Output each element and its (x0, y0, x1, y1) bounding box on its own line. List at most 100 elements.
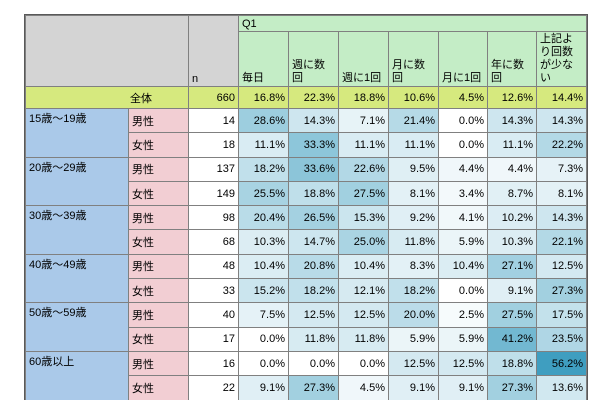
gender-cell[interactable]: 男性 (128, 107, 189, 134)
value-cell[interactable]: 27.5% (338, 180, 389, 207)
gender-cell[interactable]: 男性 (128, 156, 189, 182)
value-cell[interactable]: 10.4% (438, 253, 488, 280)
gender-cell[interactable]: 男性 (128, 205, 189, 231)
age-group-cell[interactable]: 15歳〜19歳 (25, 108, 129, 158)
value-cell[interactable]: 33.3% (288, 132, 339, 158)
value-cell[interactable]: 27.3% (288, 375, 339, 400)
n-cell[interactable]: 22 (188, 375, 239, 400)
value-cell[interactable]: 27.1% (487, 253, 537, 280)
value-cell[interactable]: 12.5% (388, 350, 439, 377)
value-cell[interactable]: 8.7% (487, 180, 537, 207)
value-cell[interactable]: 23.5% (535, 326, 588, 352)
total-value-cell[interactable]: 10.6% (388, 86, 439, 109)
value-cell[interactable]: 27.3% (487, 375, 537, 400)
value-cell[interactable]: 7.1% (338, 107, 389, 134)
value-cell[interactable]: 22.6% (338, 156, 389, 182)
n-cell[interactable]: 17 (188, 326, 239, 352)
value-cell[interactable]: 9.1% (438, 375, 488, 400)
value-cell[interactable]: 5.9% (438, 326, 488, 352)
question-label[interactable]: Q1 (237, 15, 588, 32)
col-header-once-per-month[interactable]: 月に1回 (438, 31, 488, 87)
corner-cell[interactable] (25, 15, 189, 87)
value-cell[interactable]: 14.3% (288, 107, 339, 134)
total-value-cell[interactable]: 16.8% (238, 86, 289, 109)
value-cell[interactable]: 14.3% (487, 107, 537, 134)
n-cell[interactable]: 40 (188, 302, 239, 328)
value-cell[interactable]: 11.8% (338, 326, 389, 352)
gender-cell[interactable]: 女性 (128, 278, 189, 304)
col-header-few-per-week[interactable]: 週に数回 (288, 31, 339, 87)
n-cell[interactable]: 48 (188, 253, 239, 280)
value-cell[interactable]: 12.5% (535, 253, 588, 280)
value-cell[interactable]: 27.3% (535, 278, 588, 304)
gender-cell[interactable]: 女性 (128, 229, 189, 255)
n-cell[interactable]: 149 (188, 180, 239, 207)
value-cell[interactable]: 28.6% (238, 107, 289, 134)
value-cell[interactable]: 25.5% (238, 180, 289, 207)
n-cell[interactable]: 18 (188, 132, 239, 158)
age-group-cell[interactable]: 40歳〜49歳 (25, 253, 129, 304)
n-cell[interactable]: 14 (188, 107, 239, 134)
value-cell[interactable]: 0.0% (438, 107, 488, 134)
value-cell[interactable]: 25.0% (338, 229, 389, 255)
n-cell[interactable]: 98 (188, 205, 239, 231)
value-cell[interactable]: 11.1% (338, 132, 389, 158)
value-cell[interactable]: 17.5% (535, 302, 588, 328)
value-cell[interactable]: 8.1% (535, 180, 588, 207)
value-cell[interactable]: 0.0% (338, 350, 389, 377)
value-cell[interactable]: 14.7% (288, 229, 339, 255)
value-cell[interactable]: 8.3% (388, 253, 439, 280)
value-cell[interactable]: 0.0% (438, 132, 488, 158)
value-cell[interactable]: 56.2% (535, 350, 588, 377)
col-header-once-per-week[interactable]: 週に1回 (338, 31, 389, 87)
value-cell[interactable]: 14.3% (535, 205, 588, 231)
col-header-everyday[interactable]: 毎日 (238, 31, 289, 87)
gender-cell[interactable]: 女性 (128, 180, 189, 207)
value-cell[interactable]: 21.4% (388, 107, 439, 134)
value-cell[interactable]: 0.0% (238, 326, 289, 352)
n-cell[interactable]: 33 (188, 278, 239, 304)
total-value-cell[interactable]: 14.4% (535, 86, 588, 109)
value-cell[interactable]: 22.2% (535, 132, 588, 158)
value-cell[interactable]: 2.5% (438, 302, 488, 328)
total-value-cell[interactable]: 22.3% (288, 86, 339, 109)
gender-cell[interactable]: 男性 (128, 253, 189, 280)
value-cell[interactable]: 9.2% (388, 205, 439, 231)
age-group-cell[interactable]: 30歳〜39歳 (25, 205, 129, 255)
value-cell[interactable]: 10.4% (338, 253, 389, 280)
total-label-cell[interactable]: 全体 (25, 86, 189, 109)
value-cell[interactable]: 18.8% (487, 350, 537, 377)
value-cell[interactable]: 9.1% (238, 375, 289, 400)
gender-cell[interactable]: 女性 (128, 326, 189, 352)
gender-cell[interactable]: 女性 (128, 375, 189, 400)
total-value-cell[interactable]: 12.6% (487, 86, 537, 109)
value-cell[interactable]: 26.5% (288, 205, 339, 231)
value-cell[interactable]: 11.1% (487, 132, 537, 158)
value-cell[interactable]: 20.0% (388, 302, 439, 328)
value-cell[interactable]: 10.2% (487, 205, 537, 231)
value-cell[interactable]: 12.5% (438, 350, 488, 377)
value-cell[interactable]: 10.3% (238, 229, 289, 255)
value-cell[interactable]: 12.5% (288, 302, 339, 328)
n-cell[interactable]: 68 (188, 229, 239, 255)
value-cell[interactable]: 11.8% (388, 229, 439, 255)
total-value-cell[interactable]: 4.5% (438, 86, 488, 109)
value-cell[interactable]: 0.0% (438, 278, 488, 304)
value-cell[interactable]: 5.9% (388, 326, 439, 352)
value-cell[interactable]: 20.8% (288, 253, 339, 280)
value-cell[interactable]: 18.2% (238, 156, 289, 182)
value-cell[interactable]: 27.5% (487, 302, 537, 328)
value-cell[interactable]: 4.1% (438, 205, 488, 231)
value-cell[interactable]: 4.4% (438, 156, 488, 182)
value-cell[interactable]: 18.2% (288, 278, 339, 304)
value-cell[interactable]: 11.1% (238, 132, 289, 158)
value-cell[interactable]: 14.3% (535, 107, 588, 134)
value-cell[interactable]: 10.4% (238, 253, 289, 280)
n-cell[interactable]: 137 (188, 156, 239, 182)
value-cell[interactable]: 33.6% (288, 156, 339, 182)
value-cell[interactable]: 7.5% (238, 302, 289, 328)
col-header-few-per-year[interactable]: 年に数回 (487, 31, 537, 87)
value-cell[interactable]: 22.1% (535, 229, 588, 255)
value-cell[interactable]: 9.1% (487, 278, 537, 304)
value-cell[interactable]: 18.2% (388, 278, 439, 304)
